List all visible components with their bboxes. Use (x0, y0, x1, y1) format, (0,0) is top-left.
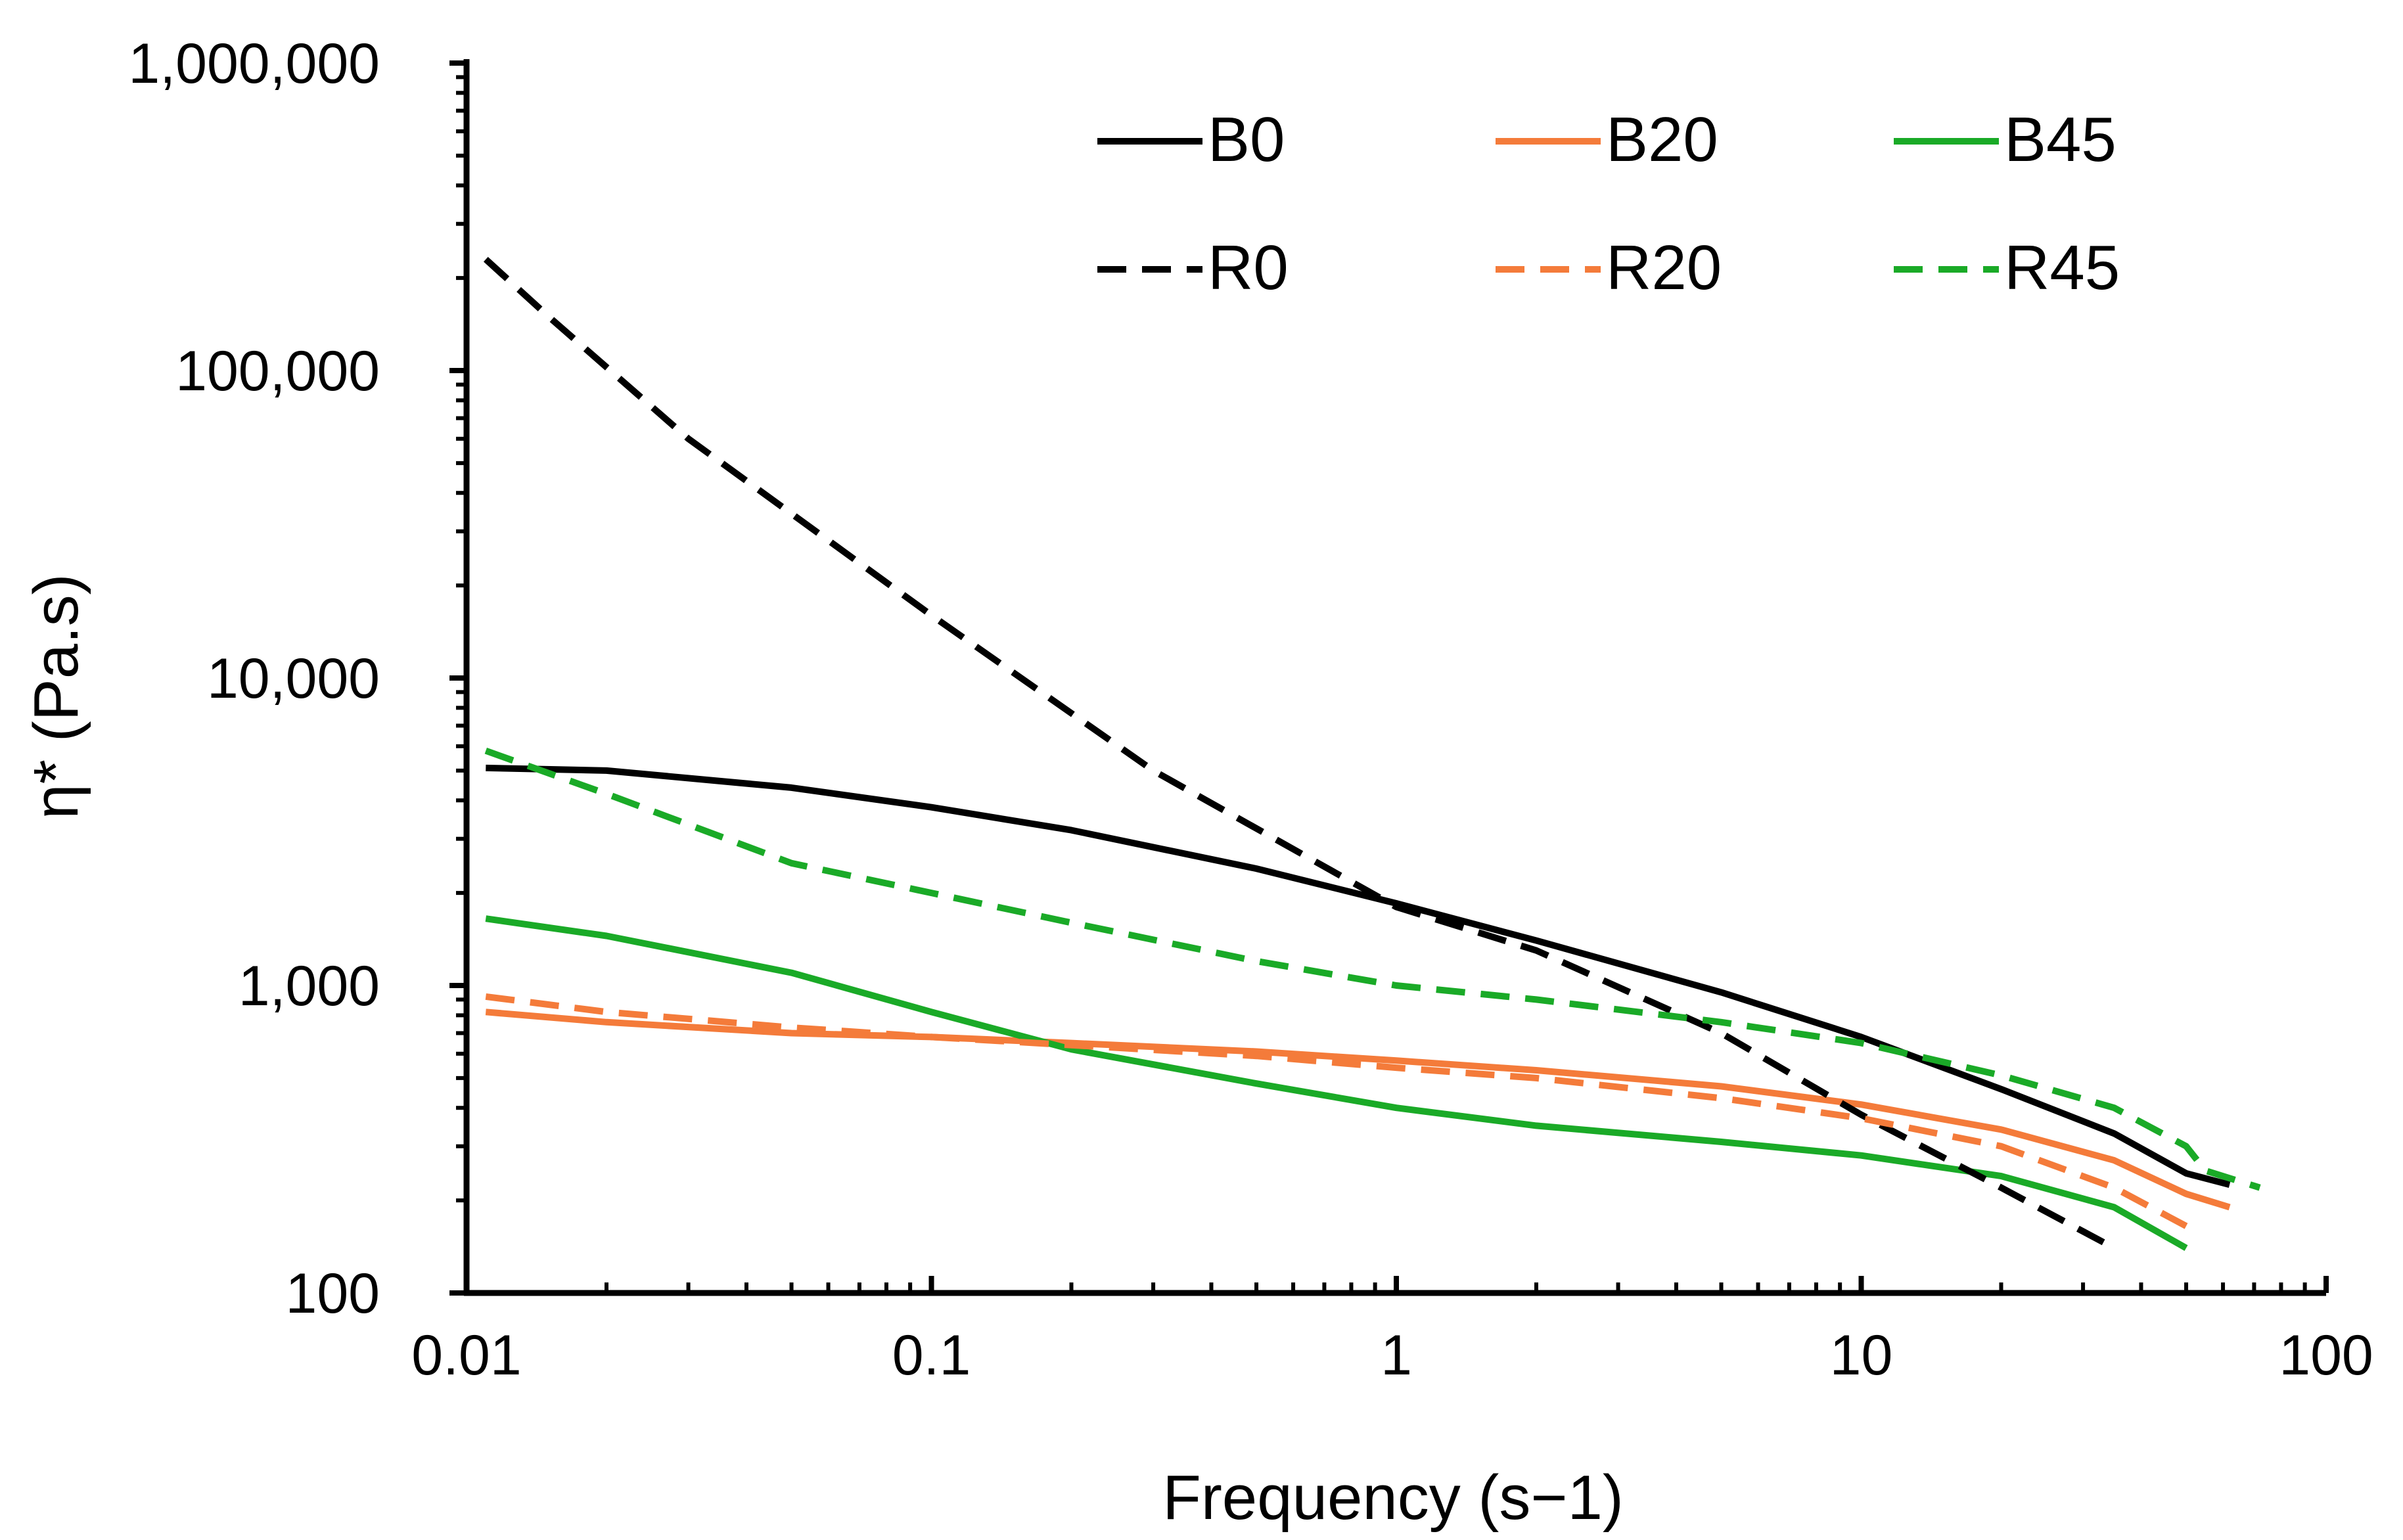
legend-label: R20 (1606, 233, 1722, 303)
legend-item-b0: B0 (1097, 104, 1285, 175)
y-tick-label: 100,000 (175, 340, 380, 403)
series-line-r20 (485, 993, 2188, 1229)
series-line-b0 (486, 764, 2231, 1189)
legend-label: B45 (2004, 104, 2117, 175)
legend-label: R0 (1208, 233, 1289, 303)
plot-area (483, 257, 2261, 1252)
legend-label: R45 (2004, 233, 2120, 303)
legend-item-r45: R45 (1894, 233, 2120, 303)
legend-item-b20: B20 (1496, 104, 1718, 175)
x-tick-label: 100 (2279, 1324, 2373, 1387)
x-tick-label: 0.01 (411, 1324, 521, 1387)
axes: 100 1,000 10,000 100,000 1,000,000 0.01 0.1 1 10… (128, 32, 2373, 1387)
y-tick-label: 100 (286, 1262, 380, 1325)
legend-label: B20 (1606, 104, 1718, 175)
y-tick-label: 1,000,000 (128, 32, 380, 95)
series-line-r45 (484, 747, 2261, 1191)
series-line-r0 (483, 257, 2116, 1252)
y-tick-label: 1,000 (239, 955, 380, 1018)
series-line-b45 (485, 915, 2188, 1251)
x-axis-title: Frequency (s−1) (1162, 1462, 1624, 1533)
y-tick-label: 10,000 (207, 647, 380, 710)
x-tick-label: 1 (1381, 1324, 1412, 1387)
x-tick-label: 0.1 (892, 1324, 971, 1387)
y-axis-title: η* (Pa.s) (21, 574, 91, 819)
series-line-b20 (485, 1008, 2231, 1211)
x-tick-label: 10 (1830, 1324, 1893, 1387)
legend-label: B0 (1208, 104, 1285, 175)
legend: B0 B20 B45 R0 R20 R45 (1097, 104, 2120, 303)
legend-item-r0: R0 (1097, 233, 1289, 303)
legend-item-r20: R20 (1496, 233, 1722, 303)
legend-item-b45: B45 (1894, 104, 2117, 175)
